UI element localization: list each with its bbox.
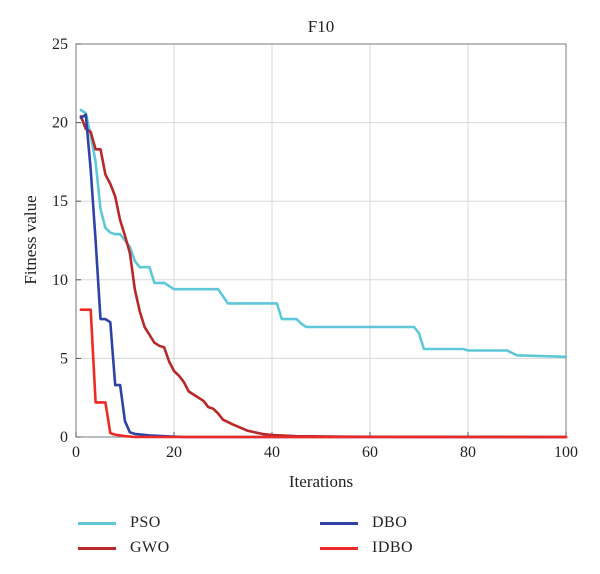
fitness-chart: F10 0 20 40 60 80 100 0 5 10 15 20 25 Iterations F… [21,17,578,491]
y-tick-label: 20 [52,115,68,132]
series-line-idbo [79,308,568,439]
series-lines [79,108,568,439]
series-line-gwo [79,115,568,439]
legend-label-pso: PSO [130,514,161,531]
x-tick-label: 80 [460,444,476,461]
x-axis-label: Iterations [289,472,353,491]
y-tick-labels: 0 5 10 15 20 25 [52,36,81,446]
y-tick-label: 5 [60,350,68,367]
legend-label-dbo: DBO [372,514,408,531]
legend-item-idbo: IDBO [320,537,413,559]
y-tick-label: 25 [52,36,68,53]
series-line-pso [79,108,568,359]
legend: PSO GWO DBO IDBO [0,510,600,570]
chart-title: F10 [308,17,334,36]
x-tick-label: 100 [554,444,578,461]
y-tick-label: 10 [52,272,68,289]
x-tick-label: 40 [264,444,280,461]
series-line-dbo [79,113,568,439]
y-tick-label: 0 [60,429,68,446]
y-tick-label: 15 [52,193,68,210]
legend-swatch-idbo [320,546,358,550]
x-tick-label: 20 [166,444,182,461]
plot-frame [75,43,567,438]
y-axis-label: Fitness value [21,195,40,284]
grid-lines [76,44,566,437]
legend-label-idbo: IDBO [372,539,414,556]
legend-swatch-gwo [78,546,116,550]
legend-item-dbo: DBO [320,512,407,534]
legend-label-gwo: GWO [130,539,170,556]
legend-swatch-pso [78,521,116,525]
legend-swatch-dbo [320,521,358,525]
legend-item-pso: PSO [78,512,161,534]
x-tick-label: 0 [72,444,80,461]
legend-item-gwo: GWO [78,537,170,559]
x-tick-label: 60 [362,444,378,461]
